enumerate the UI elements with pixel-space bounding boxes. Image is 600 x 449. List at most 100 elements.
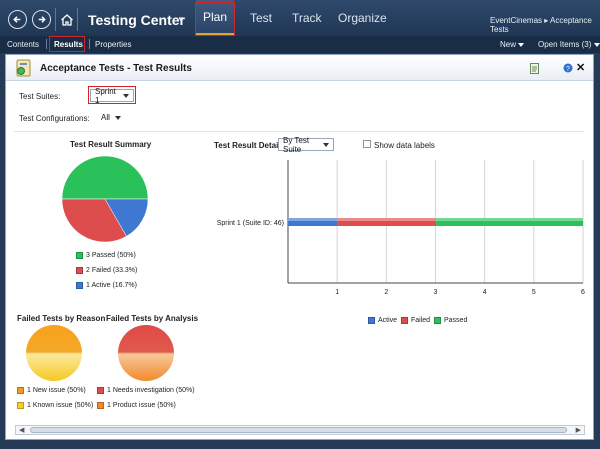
bar-passed — [435, 218, 583, 226]
reason-legend-new-label: 1 New issue (50%) — [27, 387, 86, 394]
back-arrow-icon — [13, 16, 21, 23]
analysis-title: Failed Tests by Analysis — [106, 314, 199, 323]
test-suites-value: Sprint 1 — [95, 86, 116, 105]
reason-legend-new: 1 New issue (50%) — [17, 387, 86, 394]
home-button[interactable] — [55, 8, 78, 31]
open-items-menu[interactable]: Open Items (3) — [538, 40, 600, 49]
summary-title: Test Result Summary — [70, 140, 152, 149]
x-tick-label: 6 — [581, 289, 585, 296]
new-menu[interactable]: New — [500, 40, 525, 49]
nav-organize[interactable]: Organize — [338, 11, 387, 25]
test-suites-dropdown[interactable]: Sprint 1 — [90, 86, 134, 105]
scrollbar-thumb[interactable] — [30, 427, 567, 433]
legend-active: 1 Active (16.7%) — [76, 282, 137, 289]
help-icon[interactable]: ? — [563, 63, 573, 73]
legend-active-label: 1 Active (16.7%) — [86, 282, 137, 289]
details-legend-passed-label: Passed — [444, 317, 468, 324]
tab-contents[interactable]: Contents — [7, 40, 40, 49]
show-data-labels-checkbox[interactable] — [363, 140, 371, 148]
analysis-pie-slices — [118, 325, 174, 381]
scroll-left-icon[interactable]: ◀ — [19, 427, 25, 434]
reason-legend-known-label: 1 Known issue (50%) — [27, 402, 94, 409]
pie-slice-passed — [61, 155, 149, 200]
swatch-product-issue — [97, 402, 104, 409]
test-results-icon — [16, 59, 31, 77]
x-tick-label: 3 — [434, 289, 438, 296]
x-tick-label: 1 — [335, 289, 339, 296]
chevron-down-icon — [518, 43, 525, 47]
app-menu-chevron-icon[interactable]: ▼ — [177, 15, 185, 24]
chevron-down-icon — [114, 115, 121, 120]
panel-title: Acceptance Tests - Test Results — [40, 63, 192, 74]
horizontal-scrollbar[interactable]: ◀ ▶ — [15, 425, 585, 435]
analysis-legend-investigation: 1 Needs investigation (50%) — [97, 387, 195, 394]
reason-legend-known: 1 Known issue (50%) — [17, 402, 93, 409]
tab-properties[interactable]: Properties — [95, 40, 132, 49]
bar-segment-active — [288, 218, 338, 226]
x-tick-label: 4 — [483, 289, 487, 296]
details-legend-active: Active — [368, 317, 397, 324]
swatch-new-issue — [17, 387, 24, 394]
new-label: New — [500, 40, 517, 49]
details-legend-failed-label: Failed — [411, 317, 431, 324]
details-legend-active-label: Active — [378, 317, 398, 324]
back-button[interactable] — [8, 10, 27, 29]
category-label: Sprint 1 (Suite ID: 46) — [217, 220, 284, 227]
legend-passed-label: 3 Passed (50%) — [86, 252, 136, 259]
separator — [46, 39, 47, 49]
results-panel: Acceptance Tests - Test Results ? ✕ Test… — [5, 54, 594, 440]
bar-segment-failed — [337, 218, 436, 226]
export-report-icon[interactable] — [530, 63, 540, 74]
home-icon — [60, 13, 73, 26]
pie-slice-active — [104, 198, 149, 237]
analysis-legend-investigation-label: 1 Needs investigation (50%) — [107, 387, 195, 394]
show-data-labels-label: Show data labels — [374, 141, 435, 150]
top-bar: Testing Center ▼ Plan Test Track Organiz… — [0, 0, 600, 40]
reason-pie-chart — [26, 325, 82, 381]
details-title: Test Result Details — [214, 141, 285, 150]
test-configurations-dropdown[interactable]: All — [96, 111, 132, 124]
scroll-right-icon[interactable]: ▶ — [575, 427, 581, 434]
details-legend-passed: Passed — [434, 317, 467, 324]
reason-pie-slices — [26, 325, 82, 381]
open-items-label: Open Items (3) — [538, 40, 592, 49]
analysis-legend-product-label: 1 Product issue (50%) — [107, 402, 176, 409]
reason-title: Failed Tests by Reason — [17, 314, 106, 323]
svg-text:?: ? — [566, 66, 570, 73]
group-by-value: By Test Suite — [283, 135, 310, 154]
bar-failed — [337, 218, 436, 226]
swatch-failed — [76, 267, 83, 274]
sub-toolbar: Contents Results Properties New Open Ite… — [0, 36, 600, 53]
forward-button[interactable] — [32, 10, 51, 29]
bar-highlight — [337, 218, 436, 221]
nav-track[interactable]: Track — [292, 11, 322, 25]
swatch-active — [76, 282, 83, 289]
nav-plan[interactable]: Plan — [196, 0, 234, 36]
details-legend-failed: Failed — [401, 317, 430, 324]
chevron-down-icon — [123, 93, 129, 98]
legend-passed: 3 Passed (50%) — [76, 252, 136, 259]
swatch-known-issue — [17, 402, 24, 409]
x-tick-label: 2 — [384, 289, 388, 296]
swatch-failed — [401, 317, 408, 324]
group-by-dropdown[interactable]: By Test Suite — [278, 135, 334, 154]
breadcrumb[interactable]: EventCinemas ▸ Acceptance Tests — [490, 16, 592, 34]
app-title: Testing Center — [88, 12, 185, 28]
swatch-passed — [76, 252, 83, 259]
divider — [14, 131, 584, 132]
separator — [89, 39, 90, 49]
tab-results[interactable]: Results — [54, 40, 83, 49]
forward-arrow-icon — [38, 16, 46, 23]
swatch-passed — [434, 317, 441, 324]
analysis-legend-product: 1 Product issue (50%) — [97, 402, 176, 409]
bar-highlight — [288, 218, 338, 221]
swatch-active — [368, 317, 375, 324]
test-configurations-value: All — [101, 113, 110, 122]
chevron-down-icon — [323, 142, 329, 147]
nav-test[interactable]: Test — [250, 11, 273, 25]
chevron-down-icon — [593, 43, 600, 47]
legend-failed: 2 Failed (33.3%) — [76, 267, 137, 274]
legend-failed-label: 2 Failed (33.3%) — [86, 267, 138, 274]
close-icon[interactable]: ✕ — [576, 62, 586, 74]
swatch-needs-investigation — [97, 387, 104, 394]
